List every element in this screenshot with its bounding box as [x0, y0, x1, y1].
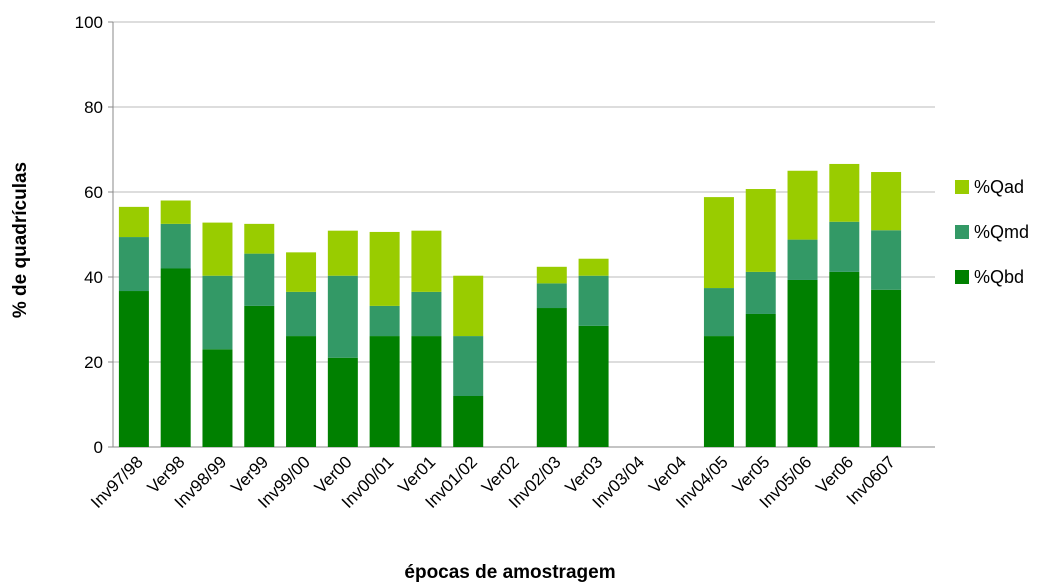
bar-segment	[369, 231, 400, 306]
bar-segment	[536, 308, 567, 447]
bar-segment	[871, 289, 902, 447]
y-tick-label: 80	[84, 98, 103, 117]
bar-segment	[327, 230, 358, 276]
y-tick-label: 40	[84, 268, 103, 287]
y-tick-label: 20	[84, 353, 103, 372]
bar-segment	[118, 237, 149, 292]
x-tick-label: Inv97/98	[87, 452, 147, 512]
bar-segment	[829, 163, 860, 222]
legend-label: %Qmd	[974, 222, 1029, 242]
bar-segment	[745, 271, 776, 314]
bar-segment	[703, 197, 734, 289]
bar-segment	[411, 336, 442, 447]
bar-segment	[244, 253, 275, 306]
bar-segment	[536, 283, 567, 309]
legend-swatch	[955, 180, 969, 194]
y-tick-label: 0	[94, 438, 103, 457]
bar-segment	[703, 336, 734, 447]
bar-segment	[160, 223, 191, 269]
bar-segment	[871, 172, 902, 231]
bar-segment	[578, 325, 609, 447]
bar-segment	[118, 206, 149, 238]
bar-segment	[578, 258, 609, 276]
legend-swatch	[955, 270, 969, 284]
legend-label: %Qad	[974, 177, 1024, 197]
bar-segment	[787, 239, 818, 280]
legend-swatch	[955, 225, 969, 239]
bar-segment	[202, 349, 233, 447]
bar-segment	[286, 291, 317, 337]
y-tick-label: 100	[75, 13, 103, 32]
bar-segment	[453, 396, 484, 447]
bar-segment	[286, 252, 317, 292]
bar-segment	[703, 288, 734, 337]
bar-segment	[829, 221, 860, 272]
bar-segment	[286, 336, 317, 447]
bar-segment	[787, 279, 818, 447]
bar-segment	[745, 189, 776, 272]
bar-segment	[244, 305, 275, 447]
bar-segment	[787, 170, 818, 240]
y-axis-title: % de quadrículas	[10, 162, 31, 318]
legend-label: %Qbd	[974, 267, 1024, 287]
bar-segment	[411, 230, 442, 292]
bar-segment	[327, 275, 358, 358]
bar-segment	[453, 336, 484, 396]
x-axis-title: épocas de amostragem	[404, 562, 615, 583]
bar-segment	[327, 357, 358, 447]
bar-segment	[411, 291, 442, 337]
bar-segment	[202, 222, 233, 276]
bar-segment	[244, 223, 275, 254]
bar-segment	[453, 275, 484, 337]
bar-segment	[160, 268, 191, 447]
bar-segment	[829, 271, 860, 447]
bar-segment	[369, 336, 400, 447]
bar-segment	[578, 275, 609, 326]
bar-segment	[536, 266, 567, 284]
bar-segment	[118, 291, 149, 447]
bar-segment	[202, 275, 233, 350]
y-tick-label: 60	[84, 183, 103, 202]
bar-segment	[369, 305, 400, 337]
bar-segment	[745, 313, 776, 447]
bar-segment	[871, 230, 902, 290]
bar-segment	[160, 200, 191, 224]
